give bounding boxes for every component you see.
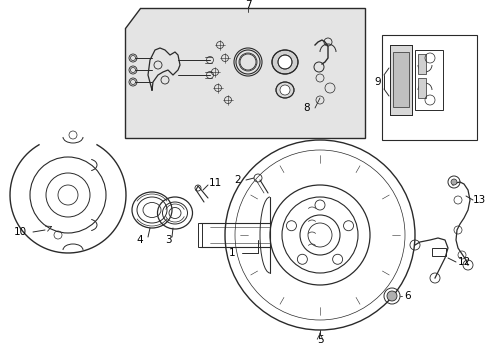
Ellipse shape <box>271 50 297 74</box>
Bar <box>198 223 202 247</box>
Bar <box>392 52 408 107</box>
Text: 6: 6 <box>404 291 410 301</box>
Text: 5: 5 <box>316 335 323 345</box>
Text: 3: 3 <box>164 235 171 245</box>
Text: 8: 8 <box>303 103 310 113</box>
Text: 13: 13 <box>471 195 485 205</box>
Text: 9: 9 <box>374 77 381 87</box>
Text: 12: 12 <box>456 257 469 267</box>
Circle shape <box>450 179 456 185</box>
Text: 10: 10 <box>13 227 26 237</box>
Ellipse shape <box>280 85 289 95</box>
Circle shape <box>386 291 396 301</box>
Bar <box>414 50 442 110</box>
Bar <box>417 54 425 74</box>
Ellipse shape <box>275 82 293 98</box>
Text: 1: 1 <box>228 248 235 258</box>
Text: 4: 4 <box>137 235 143 245</box>
Text: 11: 11 <box>208 178 221 188</box>
Bar <box>389 45 411 115</box>
Bar <box>389 45 411 115</box>
Text: 7: 7 <box>244 0 251 10</box>
Bar <box>417 78 425 98</box>
Bar <box>431 248 445 256</box>
Ellipse shape <box>278 55 291 69</box>
Text: 2: 2 <box>234 175 241 185</box>
Bar <box>381 35 476 140</box>
Polygon shape <box>125 8 364 138</box>
